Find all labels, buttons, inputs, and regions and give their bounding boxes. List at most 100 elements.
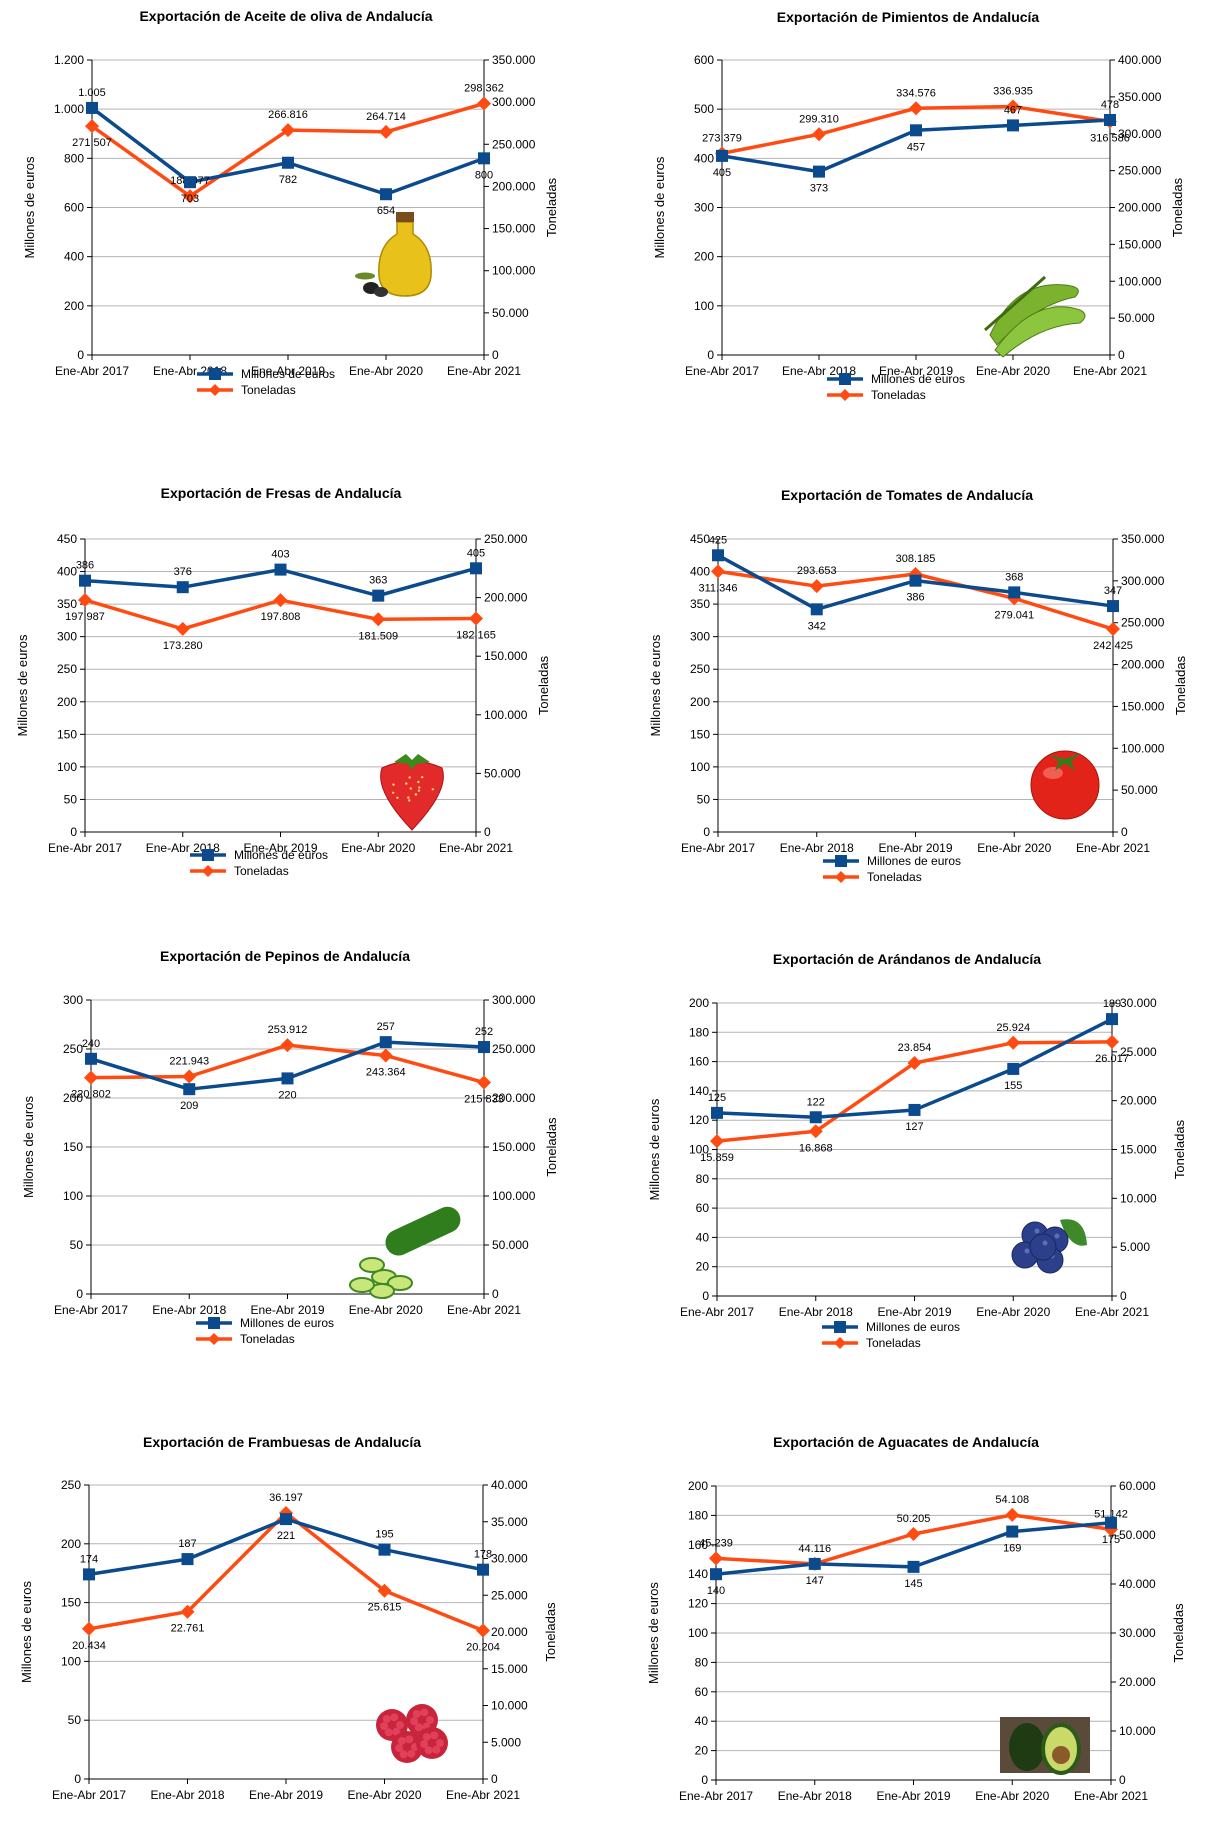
y-tick-label: 0 bbox=[74, 1772, 81, 1786]
x-tick-label: Ene-Abr 2017 bbox=[55, 364, 129, 378]
x-tick-label: Ene-Abr 2017 bbox=[680, 1305, 754, 1319]
y-tick-label: 40 bbox=[695, 1714, 709, 1728]
y-tick-label: 20 bbox=[696, 1260, 710, 1274]
y-tick-label: 250 bbox=[63, 1042, 83, 1056]
y2-axis-title: Toneladas bbox=[543, 1602, 558, 1662]
legend-marker-euros bbox=[208, 1317, 220, 1329]
data-label-euros: 1.005 bbox=[78, 87, 106, 99]
y2-tick-label: 25.000 bbox=[491, 1588, 528, 1602]
y2-tick-label: 300.000 bbox=[492, 95, 536, 109]
x-tick-label: Ene-Abr 2021 bbox=[1074, 1789, 1148, 1803]
point-euros bbox=[379, 1036, 392, 1049]
point-euros bbox=[1104, 113, 1116, 126]
chart-title: Exportación de Aceite de oliva de Andalu… bbox=[139, 8, 432, 24]
legend-label-euros: Millones de euros bbox=[866, 1320, 960, 1334]
chart-title: Exportación de Tomates de Andalucía bbox=[781, 487, 1033, 503]
y-tick-label: 400 bbox=[57, 565, 77, 579]
point-euros bbox=[281, 1072, 294, 1085]
y-tick-label: 350 bbox=[690, 597, 710, 611]
x-tick-label: Ene-Abr 2020 bbox=[349, 364, 423, 378]
data-label-toneladas: 197.808 bbox=[261, 611, 301, 623]
x-tick-label: Ene-Abr 2020 bbox=[975, 1789, 1049, 1803]
y-tick-label: 300 bbox=[57, 630, 77, 644]
data-label-euros: 386 bbox=[906, 592, 924, 604]
avocado-icon bbox=[1000, 1717, 1090, 1775]
y-axis-title: Millones de euros bbox=[15, 634, 30, 736]
y-tick-label: 100 bbox=[694, 299, 714, 313]
x-tick-label: Ene-Abr 2020 bbox=[976, 364, 1050, 378]
point-euros bbox=[83, 1568, 95, 1581]
y2-tick-label: 200.000 bbox=[492, 179, 536, 193]
data-label-toneladas: 22.761 bbox=[171, 1623, 205, 1635]
data-label-euros: 342 bbox=[808, 620, 826, 632]
legend-label-euros: Millones de euros bbox=[871, 372, 965, 386]
point-euros bbox=[710, 1568, 722, 1581]
y-tick-label: 250 bbox=[57, 662, 77, 676]
y-tick-label: 400 bbox=[694, 151, 714, 165]
x-tick-label: Ene-Abr 2018 bbox=[146, 841, 220, 855]
y-tick-label: 100 bbox=[63, 1189, 83, 1203]
y-tick-label: 300 bbox=[694, 201, 714, 215]
legend-label-toneladas: Toneladas bbox=[866, 1336, 921, 1350]
data-label-euros: 703 bbox=[181, 193, 199, 205]
y-tick-label: 200 bbox=[694, 250, 714, 264]
data-label-euros: 122 bbox=[807, 1096, 825, 1108]
x-tick-label: Ene-Abr 2021 bbox=[447, 1303, 521, 1317]
chart-title: Exportación de Pepinos de Andalucía bbox=[160, 948, 410, 964]
x-tick-label: Ene-Abr 2020 bbox=[977, 841, 1051, 855]
y2-tick-label: 10.000 bbox=[491, 1699, 528, 1713]
data-label-euros: 187 bbox=[178, 1538, 196, 1550]
y2-tick-label: 350.000 bbox=[492, 53, 536, 67]
data-label-euros: 386 bbox=[76, 560, 94, 572]
raspberry-icon bbox=[376, 1704, 448, 1763]
chart-1: Exportación de Aceite de oliva de Andalu… bbox=[22, 8, 559, 397]
y2-axis-title: Toneladas bbox=[536, 655, 551, 715]
y-tick-label: 250 bbox=[61, 1478, 81, 1492]
x-tick-label: Ene-Abr 2019 bbox=[876, 1789, 950, 1803]
point-euros bbox=[1006, 1525, 1019, 1538]
y2-tick-label: 50.000 bbox=[484, 766, 521, 780]
point-toneladas bbox=[709, 1551, 723, 1566]
data-label-toneladas: 215.833 bbox=[464, 1093, 504, 1105]
y-tick-label: 50 bbox=[697, 792, 711, 806]
y-tick-label: 400 bbox=[690, 565, 710, 579]
point-euros bbox=[184, 176, 196, 189]
point-euros bbox=[181, 1553, 194, 1566]
pepper-icon bbox=[984, 275, 1086, 358]
legend-label-toneladas: Toneladas bbox=[240, 1332, 295, 1346]
point-toneladas bbox=[82, 1621, 96, 1636]
y-tick-label: 40 bbox=[696, 1230, 710, 1244]
y2-axis-title: Toneladas bbox=[1171, 1603, 1186, 1663]
chart-title: Exportación de Frambuesas de Andalucía bbox=[143, 1434, 421, 1450]
y2-tick-label: 20.000 bbox=[1119, 1675, 1156, 1689]
data-label-euros: 425 bbox=[709, 534, 727, 546]
y-tick-label: 200 bbox=[57, 695, 77, 709]
point-euros bbox=[176, 581, 189, 594]
y2-tick-label: 30.000 bbox=[491, 1552, 528, 1566]
data-label-toneladas: 51.142 bbox=[1094, 1508, 1128, 1520]
point-toneladas bbox=[710, 1134, 724, 1149]
y-tick-label: 800 bbox=[64, 151, 84, 165]
y2-tick-label: 400.000 bbox=[1118, 53, 1162, 67]
chart-4: Exportación de Tomates de Andalucía 0 50 10… bbox=[648, 487, 1188, 884]
x-tick-label: Ene-Abr 2017 bbox=[54, 1303, 128, 1317]
point-toneladas bbox=[711, 564, 725, 579]
y-tick-label: 0 bbox=[707, 348, 714, 362]
data-label-euros: 654 bbox=[377, 205, 395, 217]
y2-tick-label: 100.000 bbox=[1118, 274, 1162, 288]
data-label-euros: 178 bbox=[474, 1549, 492, 1561]
legend-marker-euros bbox=[835, 855, 847, 867]
point-toneladas bbox=[1006, 99, 1020, 114]
chart-title: Exportación de Pimientos de Andalucía bbox=[777, 9, 1040, 25]
series-line-euros bbox=[88, 1517, 484, 1577]
point-euros bbox=[1105, 1516, 1117, 1529]
x-tick-label: Ene-Abr 2019 bbox=[251, 364, 325, 378]
y2-tick-label: 100.000 bbox=[1121, 741, 1165, 755]
data-label-toneladas: 293.653 bbox=[797, 565, 837, 577]
data-label-euros: 405 bbox=[713, 167, 731, 179]
y2-tick-label: 200.000 bbox=[492, 1091, 536, 1105]
point-toneladas bbox=[379, 124, 393, 139]
y2-tick-label: 25.000 bbox=[1120, 1045, 1157, 1059]
data-label-euros: 155 bbox=[1004, 1080, 1022, 1092]
point-euros bbox=[79, 574, 91, 587]
